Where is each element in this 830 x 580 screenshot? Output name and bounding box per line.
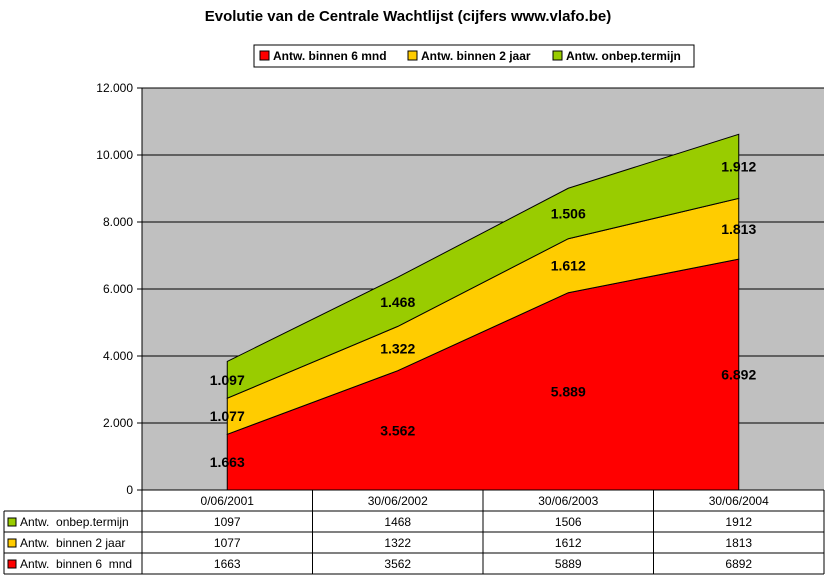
- legend-swatch: [552, 50, 563, 61]
- legend-entry: Antw. binnen 2 jaar: [421, 49, 531, 63]
- data-label: 1.813: [721, 221, 756, 237]
- data-label: 1.077: [210, 408, 245, 424]
- data-label: 3.562: [380, 422, 415, 438]
- table-legend-key: [7, 517, 17, 527]
- x-category-label: 30/06/2002: [368, 494, 428, 508]
- x-category-label: 30/06/2004: [709, 494, 769, 508]
- y-axis: 0 2.000 4.000 6.000 8.000 10.000 12.000: [96, 81, 143, 497]
- y-tick-label: 8.000: [103, 215, 133, 229]
- x-category-label: 30/06/2003: [538, 494, 598, 508]
- legend: Antw. binnen 6 mnd Antw. binnen 2 jaar Ant…: [253, 44, 695, 68]
- plot-area: 1.663 3.562 5.889 6.892 1.077 1.322 1.612 1.813…: [142, 87, 824, 491]
- data-label: 1.468: [380, 294, 415, 310]
- data-label: 6.892: [721, 367, 756, 383]
- area-series-3: [226, 133, 740, 399]
- table-cell: 1468: [384, 515, 411, 529]
- x-category-label: 0/06/2001: [201, 494, 255, 508]
- legend-entry: Antw. binnen 6 mnd: [273, 49, 387, 63]
- legend-swatch: [407, 50, 418, 61]
- data-label: 1.322: [380, 341, 415, 357]
- y-tick-label: 4.000: [103, 349, 133, 363]
- table-cell: 1077: [214, 536, 241, 550]
- table-cell: 1097: [214, 515, 241, 529]
- table-cell: 1612: [555, 536, 582, 550]
- legend-swatch: [259, 50, 270, 61]
- y-tick-label: 6.000: [103, 282, 133, 296]
- data-table: 0/06/2001 30/06/2002 30/06/2003 30/06/2004 A…: [3, 489, 825, 575]
- data-label: 1.097: [210, 372, 245, 388]
- y-tick-label: 2.000: [103, 416, 133, 430]
- data-label: 5.889: [551, 383, 586, 399]
- chart-title: Evolutie van de Centrale Wachtlijst (cij…: [205, 8, 612, 25]
- y-tick-label: 10.000: [96, 148, 133, 162]
- table-cell: 6892: [725, 557, 752, 571]
- data-label: 1.612: [551, 258, 586, 274]
- table-legend-key: [7, 538, 17, 548]
- legend-box: [253, 44, 695, 68]
- table-row-label: Antw. binnen 6 mnd: [20, 557, 132, 571]
- y-tick-label: 0: [126, 483, 133, 497]
- table-row-label: Antw. onbep.termijn: [20, 515, 129, 529]
- table-row-label: Antw. binnen 2 jaar: [20, 536, 125, 550]
- table-cell: 1813: [725, 536, 752, 550]
- data-label: 1.663: [210, 454, 245, 470]
- table-cell: 1506: [555, 515, 582, 529]
- table-cell: 1663: [214, 557, 241, 571]
- y-tick-label: 12.000: [96, 81, 133, 95]
- table-cell: 1912: [725, 515, 752, 529]
- table-cell: 1322: [384, 536, 411, 550]
- data-label: 1.506: [551, 205, 586, 221]
- data-label: 1.912: [721, 158, 756, 174]
- table-cell: 3562: [384, 557, 411, 571]
- legend-entry: Antw. onbep.termijn: [566, 49, 681, 63]
- table-legend-key: [7, 559, 17, 569]
- table-cell: 5889: [555, 557, 582, 571]
